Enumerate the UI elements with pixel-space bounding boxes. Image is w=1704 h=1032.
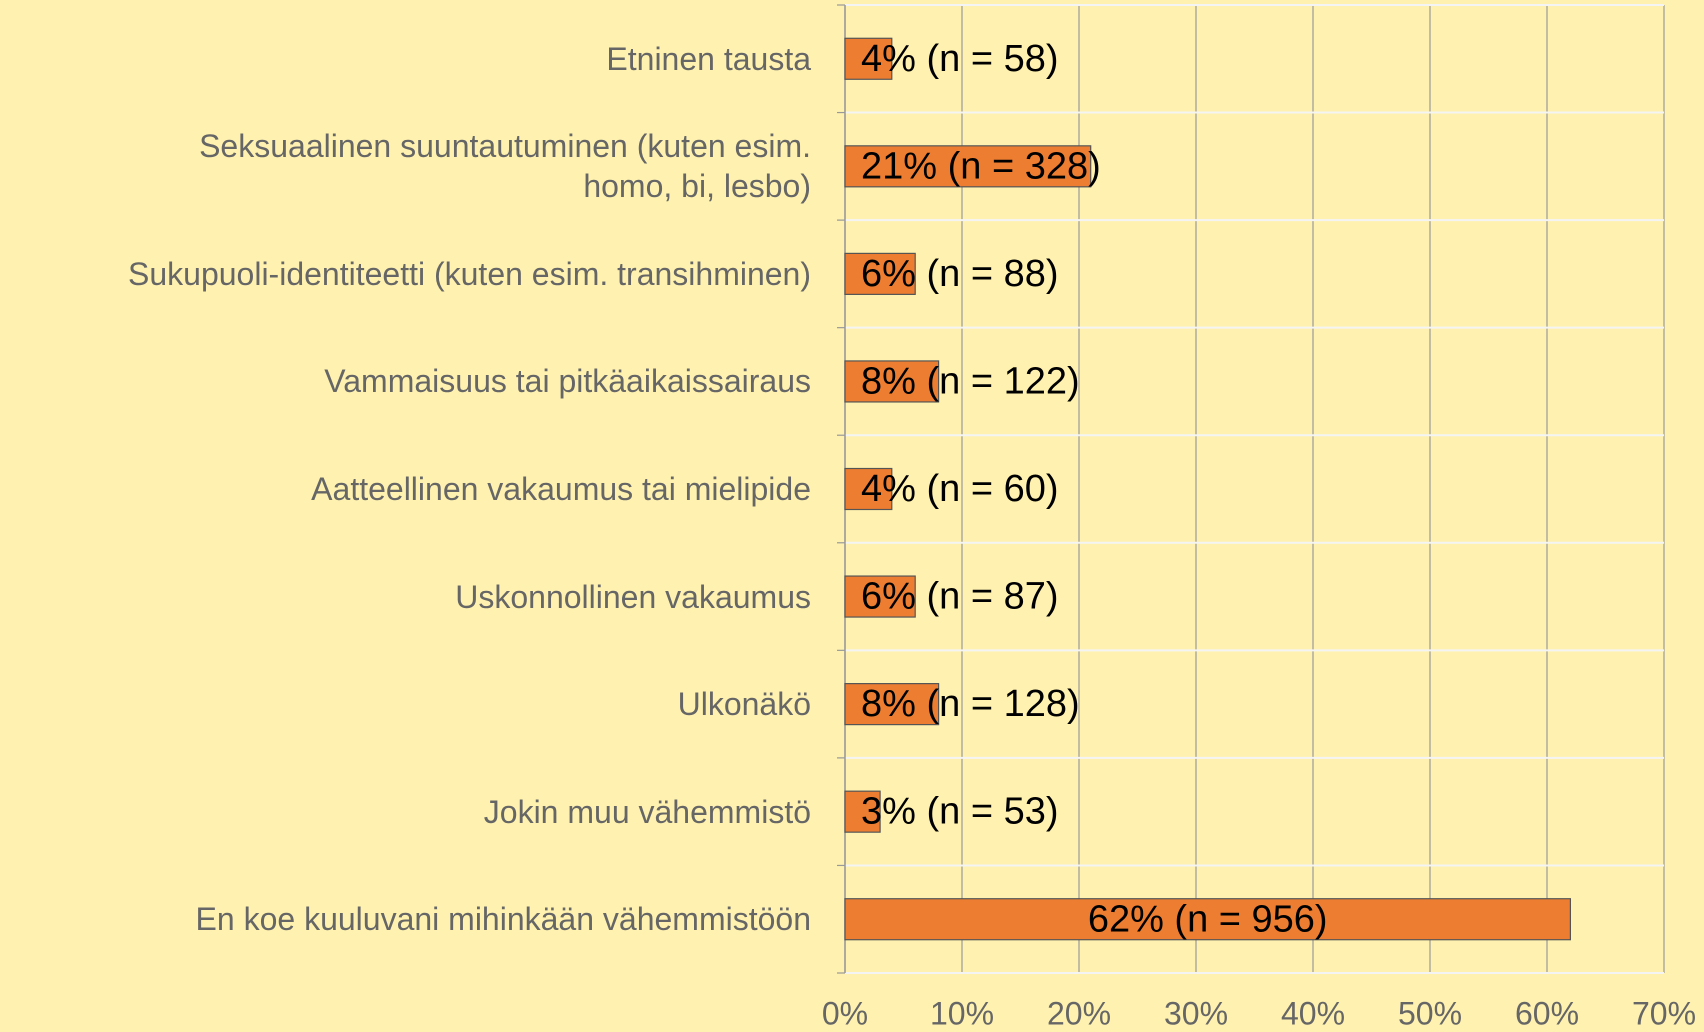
bar — [844, 683, 940, 726]
data-label: 21% (n = 328) — [861, 145, 1101, 187]
category-label: En koe kuuluvani mihinkään vähemmistöön — [195, 901, 811, 938]
category-label: Vammaisuus tai pitkäaikaissairaus — [324, 363, 811, 400]
data-label: 3% (n = 53) — [861, 791, 1059, 833]
category-label: Seksuaalinen suuntautuminen (kuten esim.… — [199, 128, 811, 205]
data-label: 4% (n = 58) — [861, 38, 1059, 80]
data-label: 8% (n = 128) — [861, 683, 1080, 725]
x-tick-label: 60% — [1515, 995, 1579, 1031]
data-label: 6% (n = 87) — [861, 576, 1059, 618]
data-label: 62% (n = 956) — [1088, 898, 1328, 940]
bar — [844, 467, 893, 511]
x-tick-label: 40% — [1281, 995, 1345, 1031]
x-tick-label: 30% — [1164, 995, 1228, 1031]
x-tick-label: 50% — [1398, 995, 1462, 1031]
category-label: Etninen tausta — [606, 40, 811, 77]
category-label: Jokin muu vähemmistö — [483, 793, 811, 830]
data-label: 8% (n = 122) — [861, 360, 1080, 402]
x-tick-label: 70% — [1632, 995, 1696, 1031]
x-tick-label: 0% — [822, 995, 868, 1031]
category-label: Ulkonäkö — [677, 686, 811, 723]
category-label: Sukupuoli-identiteetti (kuten esim. tran… — [128, 255, 811, 292]
bar — [844, 252, 916, 295]
bar — [844, 898, 1572, 941]
bar — [844, 575, 916, 618]
x-tick-label: 10% — [930, 995, 994, 1031]
data-label: 6% (n = 88) — [861, 253, 1059, 295]
bar — [844, 360, 940, 403]
bar — [844, 37, 893, 80]
bar — [844, 145, 1092, 188]
x-tick-label: 20% — [1047, 995, 1111, 1031]
category-label: Aatteellinen vakaumus tai mielipide — [311, 471, 811, 507]
data-label: 4% (n = 60) — [861, 468, 1059, 510]
category-label: Uskonnollinen vakaumus — [455, 578, 811, 615]
bar — [844, 790, 881, 833]
